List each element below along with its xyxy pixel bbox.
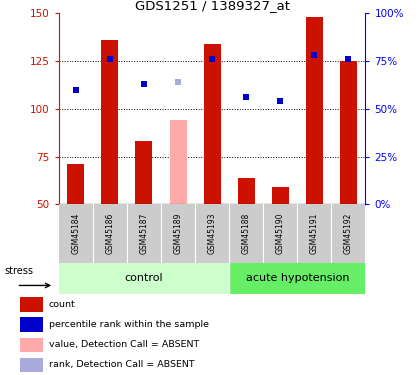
Bar	[306, 17, 323, 204]
Bar	[21, 358, 43, 372]
Bar	[135, 141, 152, 204]
Text: acute hypotension: acute hypotension	[246, 273, 349, 284]
Bar	[67, 164, 84, 204]
Text: GSM45191: GSM45191	[310, 213, 319, 254]
Text: value, Detection Call = ABSENT: value, Detection Call = ABSENT	[49, 340, 199, 349]
Text: GSM45184: GSM45184	[71, 213, 80, 254]
Text: percentile rank within the sample: percentile rank within the sample	[49, 320, 209, 329]
Bar	[21, 297, 43, 312]
Text: GSM45188: GSM45188	[241, 213, 251, 254]
Text: GSM45187: GSM45187	[139, 213, 148, 254]
Title: GDS1251 / 1389327_at: GDS1251 / 1389327_at	[134, 0, 290, 12]
Bar	[238, 178, 255, 204]
Bar	[229, 262, 365, 294]
Text: control: control	[125, 273, 163, 284]
Bar	[59, 262, 229, 294]
Bar	[204, 44, 220, 204]
Text: GSM45190: GSM45190	[276, 213, 285, 254]
Text: GSM45186: GSM45186	[105, 213, 114, 254]
Text: count: count	[49, 300, 76, 309]
Bar	[21, 317, 43, 332]
Text: rank, Detection Call = ABSENT: rank, Detection Call = ABSENT	[49, 360, 194, 369]
Bar	[272, 187, 289, 204]
Text: GSM45192: GSM45192	[344, 213, 353, 254]
Bar	[170, 120, 186, 204]
Text: stress: stress	[5, 266, 34, 276]
Text: GSM45193: GSM45193	[207, 213, 217, 254]
Bar	[340, 61, 357, 204]
Text: GSM45189: GSM45189	[173, 213, 183, 254]
Bar	[101, 40, 118, 204]
Bar	[21, 338, 43, 352]
